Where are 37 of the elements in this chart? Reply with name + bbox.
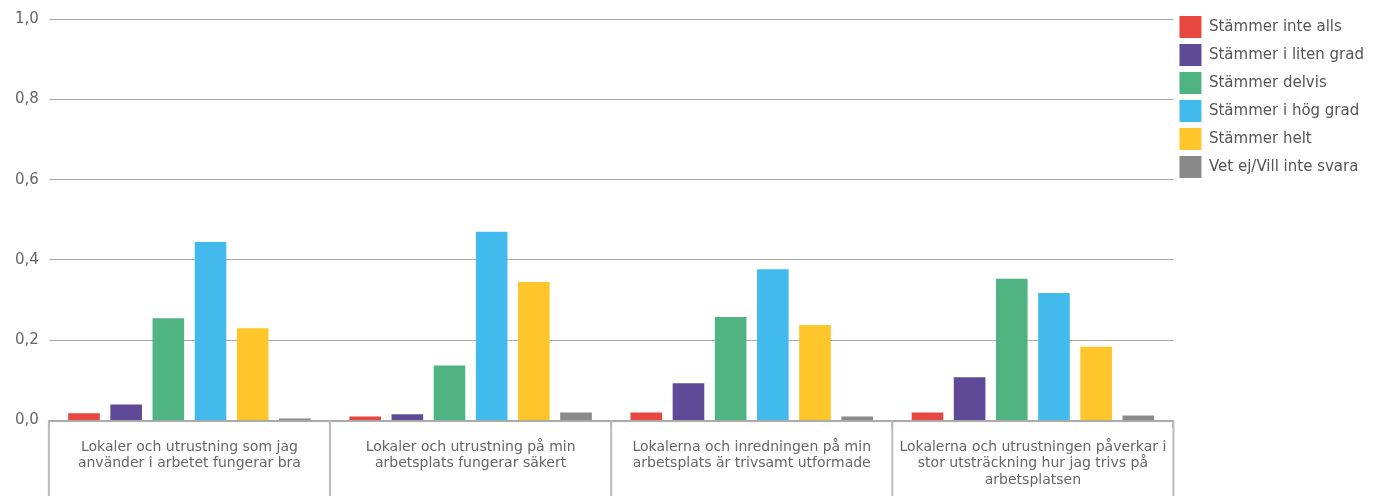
bar xyxy=(433,365,466,421)
bar xyxy=(672,383,705,421)
bar xyxy=(714,316,747,421)
bar xyxy=(518,282,550,421)
y-tick-label: 0,8 xyxy=(15,89,39,108)
y-tick-label: 0,6 xyxy=(15,169,39,188)
bar xyxy=(799,325,831,421)
bar xyxy=(1122,415,1155,421)
bar xyxy=(1080,346,1112,421)
y-tick-label: 0,4 xyxy=(15,249,39,268)
legend-label: Vet ej/Vill inte svara xyxy=(1208,156,1359,175)
bar xyxy=(475,231,508,421)
bar xyxy=(236,328,269,421)
bar xyxy=(953,377,986,421)
x-tick-label: Lokalerna och utrustningen påverkar i stor utsträckning hur jag trivs på arbetsplatsen xyxy=(899,437,1167,488)
legend-label: Stämmer i liten grad xyxy=(1208,44,1365,63)
bar xyxy=(757,269,789,421)
bar xyxy=(152,318,185,421)
bar xyxy=(194,241,227,421)
x-tick-label: Lokalerna och inredningen på min arbetsplats är trivsamt utformade xyxy=(632,437,872,471)
legend-label: Stämmer delvis xyxy=(1208,72,1327,91)
y-tick-label: 1,0 xyxy=(15,8,39,27)
bar xyxy=(995,278,1028,421)
y-tick-label: 0,0 xyxy=(15,410,39,429)
bar xyxy=(911,412,944,421)
y-tick-label: 0,2 xyxy=(15,330,39,349)
bar xyxy=(1038,292,1070,421)
bar xyxy=(110,404,142,421)
x-tick-label: Lokaler och utrustning på min arbetsplats fungerar säkert xyxy=(365,437,576,471)
bar xyxy=(68,413,100,421)
bar xyxy=(391,414,424,421)
bar xyxy=(560,412,592,421)
legend-label: Stämmer inte alls xyxy=(1208,16,1343,35)
legend-label: Stämmer i hög grad xyxy=(1208,100,1360,119)
x-tick-label: Lokaler och utrustning som jag använder i arbetet fungerar bra xyxy=(77,437,301,471)
legend-label: Stämmer helt xyxy=(1208,128,1312,147)
bar xyxy=(630,412,663,421)
